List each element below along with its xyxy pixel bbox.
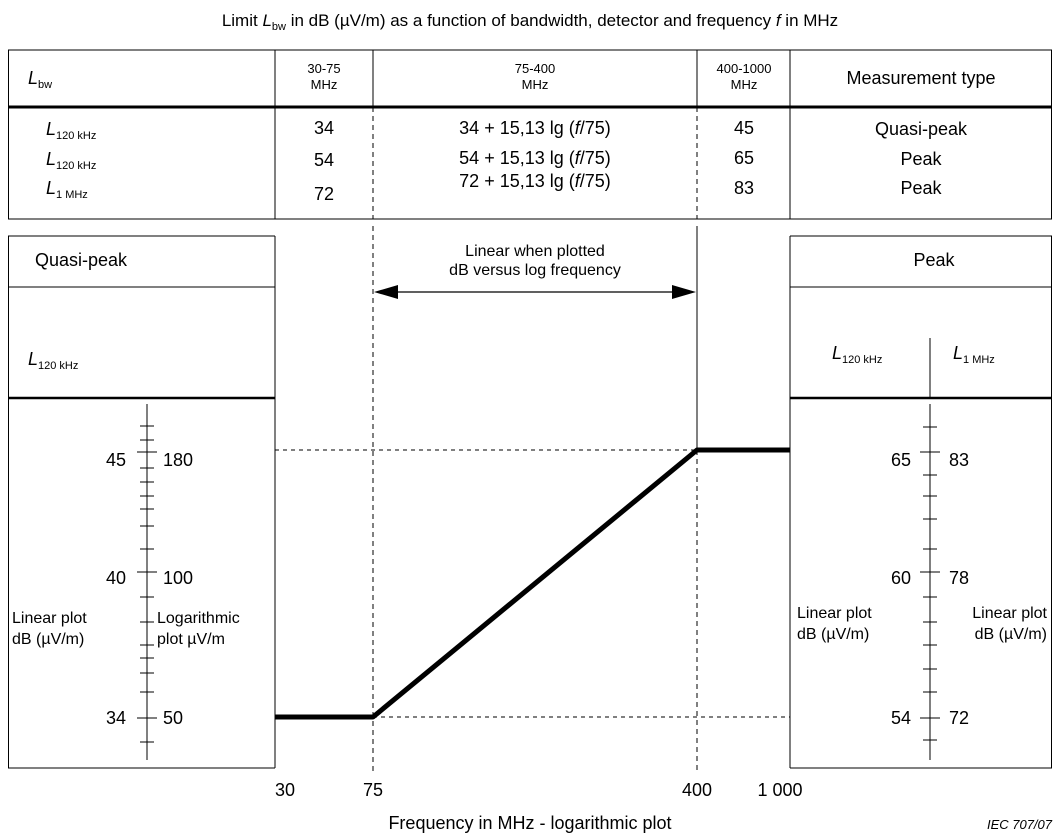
peak-tick-b-72: 72 [949,708,969,728]
peak-linear-plot-b-unit: dB (µV/m) [975,626,1047,643]
annotation-line2: dB versus log frequency [449,262,621,279]
annotation-line1: Linear when plotted [465,243,605,260]
x-tick-400: 400 [682,780,712,800]
row1-type: Quasi-peak [875,119,968,139]
row2-low-value: 54 [314,150,334,170]
row3-formula: 72 + 15,13 lg (f/75) [459,171,611,191]
row3-high-value: 83 [734,178,754,198]
annotation-arrow-right-head [672,285,696,299]
peak-tick-a-54: 54 [891,708,911,728]
peak-limit-1mhz-symbol: L1 MHz [953,343,995,366]
qp-tick-db-34: 34 [106,708,126,728]
x-tick-30: 30 [275,780,295,800]
header-lbw: Lbw [28,68,52,91]
peak-linear-plot-a-unit: dB (µV/m) [797,626,869,643]
peak-tick-a-60: 60 [891,568,911,588]
row1-formula: 34 + 15,13 lg (f/75) [459,118,611,138]
peak-linear-plot-b-label: Linear plot [972,605,1047,622]
quasi-peak-title: Quasi-peak [35,250,128,270]
header-measurement-type: Measurement type [846,68,995,88]
peak-limit-120khz-symbol: L120 kHz [832,343,882,366]
row3-type: Peak [900,178,942,198]
row2-formula: 54 + 15,13 lg (f/75) [459,148,611,168]
header-400-1000-unit: MHz [731,77,758,92]
row1-high-value: 45 [734,118,754,138]
peak-linear-plot-a-label: Linear plot [797,605,872,622]
peak-minor-ticks [920,426,940,741]
row3-limit-symbol: L1 MHz [46,178,88,201]
quasi-peak-panel: Quasi-peak L120 kHz 45 40 34 180 100 50 … [8,235,276,769]
qp-linear-plot-label: Linear plot [12,610,87,627]
header-75-400-unit: MHz [522,77,549,92]
qp-tick-uv-50: 50 [163,708,183,728]
peak-tick-a-65: 65 [891,450,911,470]
peak-tick-b-78: 78 [949,568,969,588]
header-75-400-range: 75-400 [515,61,555,76]
row1-low-value: 34 [314,118,334,138]
peak-tick-b-83: 83 [949,450,969,470]
row2-high-value: 65 [734,148,754,168]
annotation-arrow-left-head [374,285,398,299]
qp-tick-uv-100: 100 [163,568,193,588]
qp-tick-db-40: 40 [106,568,126,588]
qp-log-plot-unit: plot µV/m [157,631,225,648]
peak-panel: Peak L120 kHz L1 MHz 65 60 54 83 78 72 L… [789,235,1052,769]
row1-limit-symbol: L120 kHz [46,119,96,142]
row2-limit-symbol: L120 kHz [46,149,96,172]
header-30-75-range: 30-75 [307,61,340,76]
limit-table: Lbw 30-75 MHz 75-400 MHz 400-1000 MHz Me… [8,49,1052,220]
qp-tick-db-45: 45 [106,450,126,470]
quasi-peak-minor-ticks [137,425,157,743]
figure-caption: Limit Lbw in dB (µV/m) as a function of … [222,11,838,33]
header-30-75-unit: MHz [311,77,338,92]
header-400-1000-range: 400-1000 [717,61,772,76]
plot-area: Linear when plotted dB versus log freque… [275,226,803,833]
row3-low-value: 72 [314,184,334,204]
limit-curve [275,447,790,720]
x-tick-1000: 1 000 [757,780,802,800]
figure-id: IEC 707/07 [987,817,1053,832]
qp-linear-plot-unit: dB (µV/m) [12,631,84,648]
row2-type: Peak [900,149,942,169]
quasi-peak-limit-symbol: L120 kHz [28,349,78,372]
peak-title: Peak [913,250,955,270]
qp-log-plot-label: Logarithmic [157,610,240,627]
qp-tick-uv-180: 180 [163,450,193,470]
x-tick-75: 75 [363,780,383,800]
x-axis-label: Frequency in MHz - logarithmic plot [388,813,671,833]
